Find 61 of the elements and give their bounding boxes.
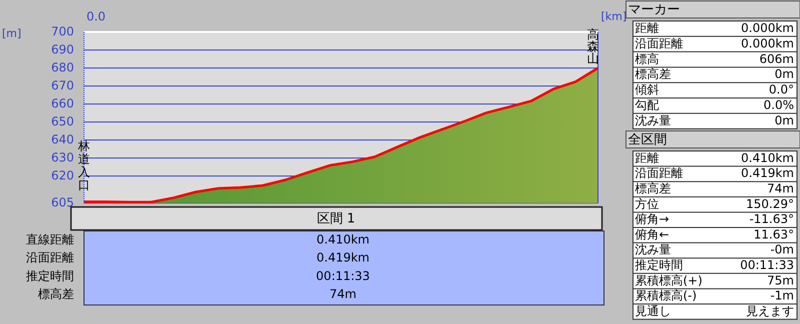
annotation: 林道入口 — [77, 139, 90, 192]
text: 俯角→ — [635, 212, 670, 226]
text: 75m — [767, 273, 794, 288]
text: 0.419km — [316, 250, 370, 265]
text: -0m — [770, 242, 794, 257]
text: 勾配 — [635, 98, 659, 112]
y-tick-label: 650 — [51, 114, 74, 128]
y-tick-label: 605 — [51, 195, 74, 210]
text: 0.410km — [316, 232, 370, 246]
text: 傾斜 — [635, 82, 659, 97]
y-tick-label: 660 — [51, 96, 74, 110]
y-tick-label: 630 — [51, 150, 74, 164]
text: 標高差 — [635, 67, 671, 82]
text: 606m — [759, 52, 794, 66]
text: 74m — [767, 182, 794, 196]
text: 距離 — [635, 20, 659, 35]
text: 沿面距離 — [26, 250, 74, 265]
text: 0.0° — [768, 82, 794, 97]
text: 00:11:33 — [316, 268, 370, 283]
text: 距離 — [635, 150, 659, 165]
text: 沿面距離 — [635, 166, 683, 180]
y-tick-label: 620 — [51, 168, 74, 182]
y-axis-title: [m] — [2, 27, 22, 40]
text: 推定時間 — [26, 268, 74, 283]
text: 0m — [774, 67, 794, 82]
text: 0.000km — [741, 20, 794, 35]
text: 俯角← — [635, 227, 670, 242]
text: 沿面距離 — [635, 36, 683, 50]
text: -1m — [770, 288, 794, 303]
y-tick-label: 700 — [51, 24, 74, 38]
text: 標高差 — [38, 287, 74, 302]
text: 見通し — [635, 304, 671, 318]
text: 0.000km — [741, 36, 794, 50]
text: 見えます — [746, 304, 794, 318]
text: 区間 1 — [316, 212, 356, 227]
text: 標高 — [635, 52, 659, 66]
text: 累積標高(-) — [635, 288, 697, 303]
text: 直線距離 — [26, 232, 74, 246]
y-tick-label: 640 — [51, 132, 74, 146]
text: 推定時間 — [635, 258, 683, 272]
text: マーカー — [628, 2, 680, 18]
y-tick-label: 690 — [51, 42, 74, 56]
text: 0.410km — [741, 150, 794, 165]
text: 沈み量 — [635, 113, 671, 128]
text: 0.419km — [741, 166, 794, 180]
text: 全区間 — [628, 132, 667, 148]
text: 方位 — [635, 196, 659, 211]
y-tick-label: 670 — [51, 78, 74, 92]
text: 0m — [774, 113, 794, 128]
text: 0.0% — [764, 98, 794, 112]
text: 00:11:33 — [740, 258, 794, 272]
text: 0.0 — [86, 9, 106, 24]
text: 沈み量 — [635, 242, 671, 257]
text: 累積標高(+) — [635, 273, 702, 288]
text: 標高差 — [635, 182, 671, 196]
y-tick-label: 680 — [51, 60, 74, 74]
text: [km] — [601, 10, 627, 24]
text: 11.63° — [754, 227, 794, 242]
text: 150.29° — [746, 196, 794, 211]
text: 74m — [330, 287, 356, 302]
text: -11.63° — [749, 212, 794, 226]
